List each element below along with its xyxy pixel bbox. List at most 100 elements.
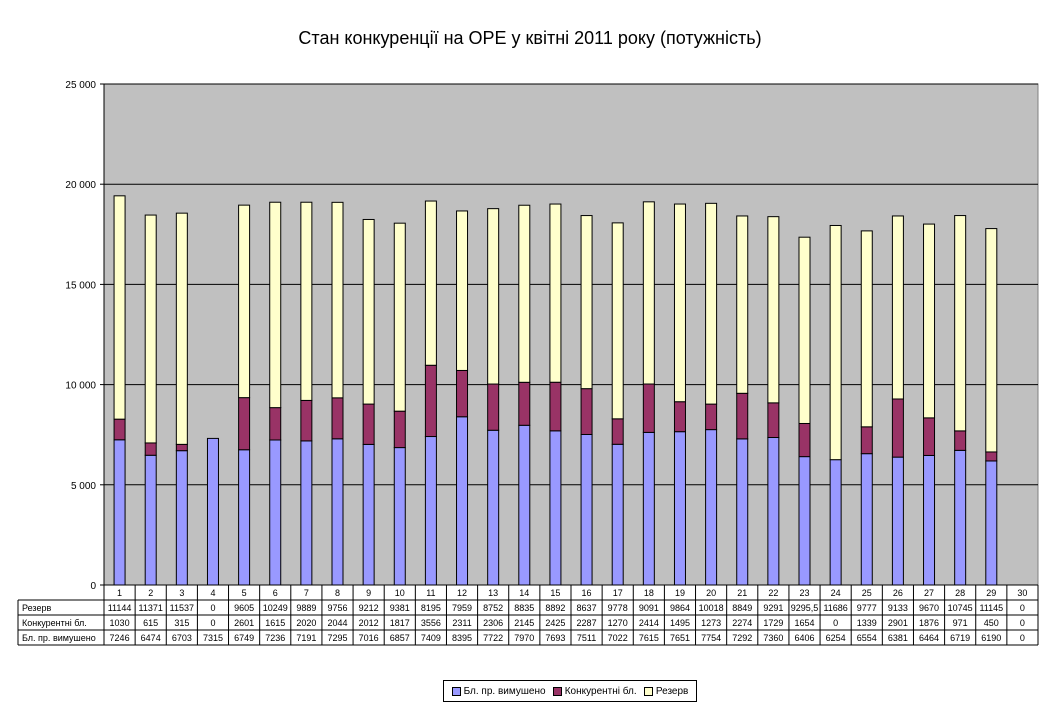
bar-segment [487, 383, 500, 431]
bar-segment [238, 449, 251, 586]
bar-segment [393, 447, 406, 586]
table-cell: 9091 [639, 603, 659, 613]
bar-segment [767, 402, 780, 439]
bar-segment [860, 426, 873, 455]
x-tick-label: 22 [768, 588, 778, 598]
legend-swatch-reserve [643, 686, 653, 696]
bar-segment [113, 195, 126, 420]
table-cell: 0 [1020, 618, 1025, 628]
table-cell: 9381 [390, 603, 410, 613]
bar-segment [985, 451, 998, 462]
bar-segment [362, 403, 375, 445]
bar-segment [113, 439, 126, 586]
table-cell: 0 [210, 618, 215, 628]
bar-segment [798, 422, 811, 458]
table-cell: 6381 [888, 633, 908, 643]
bar-segment [424, 200, 437, 366]
table-cell: 7360 [763, 633, 783, 643]
table-cell: 7970 [514, 633, 534, 643]
table-cell: 7693 [545, 633, 565, 643]
x-tick-label: 6 [273, 588, 278, 598]
x-tick-label: 3 [179, 588, 184, 598]
bar-segment [985, 460, 998, 586]
y-tick-label: 0 [90, 581, 96, 592]
table-cell: 7191 [296, 633, 316, 643]
bar-segment [829, 224, 842, 461]
table-cell: 7016 [359, 633, 379, 643]
legend-item-reserve: Резерв [643, 685, 689, 697]
bar-segment [891, 215, 904, 400]
table-row-label: Резерв [22, 603, 51, 613]
bar-segment [393, 222, 406, 412]
x-tick-label: 2 [148, 588, 153, 598]
bar-segment [580, 433, 593, 586]
table-cell: 11537 [170, 603, 194, 613]
table-cell: 2145 [514, 618, 534, 628]
table-cell: 7511 [577, 633, 596, 643]
bar-segment [642, 431, 655, 586]
x-tick-label: 23 [799, 588, 809, 598]
table-cell: 6254 [826, 633, 846, 643]
bar-segment [611, 418, 624, 445]
bar-segment [424, 436, 437, 586]
bar-segment [518, 204, 531, 383]
bar-segment [144, 214, 157, 444]
chart-title: Стан конкуренції на ОРЕ у квітні 2011 ро… [298, 28, 762, 48]
bar-segment [175, 443, 188, 452]
table-cell: 8637 [577, 603, 597, 613]
bar-segment [891, 398, 904, 458]
table-cell: 971 [953, 618, 968, 628]
x-tick-label: 17 [613, 588, 623, 598]
table-cell: 6190 [981, 633, 1001, 643]
table-cell: 6719 [950, 633, 970, 643]
bar-segment [456, 210, 469, 371]
table-cell: 7651 [670, 633, 690, 643]
legend-label-forced: Бл. пр. вимушено [463, 685, 546, 697]
table-cell: 6464 [919, 633, 939, 643]
plot-area [103, 83, 1039, 586]
legend: Бл. пр. вимушено Конкурентні бл. Резерв [443, 680, 697, 702]
x-tick-label: 12 [457, 588, 467, 598]
table-cell: 8849 [732, 603, 752, 613]
table-cell: 9864 [670, 603, 690, 613]
x-tick-label: 5 [242, 588, 247, 598]
table-cell: 6474 [141, 633, 161, 643]
bar-segment [518, 381, 531, 426]
bar-segment [549, 381, 562, 432]
bar-segment [767, 437, 780, 586]
table-row-label: Бл. пр. вимушено [22, 633, 96, 643]
bar-segment [923, 223, 936, 419]
table-cell: 0 [1020, 603, 1025, 613]
bar-segment [269, 439, 282, 586]
table-cell: 9605 [234, 603, 254, 613]
bar-segment [331, 397, 344, 440]
table-cell: 2020 [296, 618, 316, 628]
bar-segment [954, 215, 967, 432]
bar-segment [206, 437, 219, 586]
legend-label-reserve: Резерв [655, 685, 689, 697]
legend-swatch-forced [451, 686, 461, 696]
bar-segment [269, 201, 282, 409]
table-cell: 7022 [608, 633, 628, 643]
table-cell: 9670 [919, 603, 939, 613]
bar-segment [300, 399, 313, 442]
table-cell: 1654 [794, 618, 814, 628]
bar-segment [736, 392, 749, 440]
table-cell: 2012 [359, 618, 379, 628]
x-tick-label: 27 [924, 588, 934, 598]
bar-segment [175, 212, 188, 445]
table-cell: 7409 [421, 633, 441, 643]
x-tick-label: 8 [335, 588, 340, 598]
legend-swatch-competitive [552, 686, 562, 696]
table-cell: 2274 [732, 618, 752, 628]
table-cell: 6554 [857, 633, 877, 643]
bar-segment [424, 364, 437, 438]
bar-segment [891, 456, 904, 586]
x-tick-label: 1 [117, 588, 122, 598]
bar-segment [362, 218, 375, 405]
bar-segment [611, 443, 624, 586]
x-tick-label: 11 [426, 588, 435, 598]
x-tick-label: 25 [862, 588, 872, 598]
x-tick-label: 28 [955, 588, 965, 598]
table-cell: 0 [833, 618, 838, 628]
